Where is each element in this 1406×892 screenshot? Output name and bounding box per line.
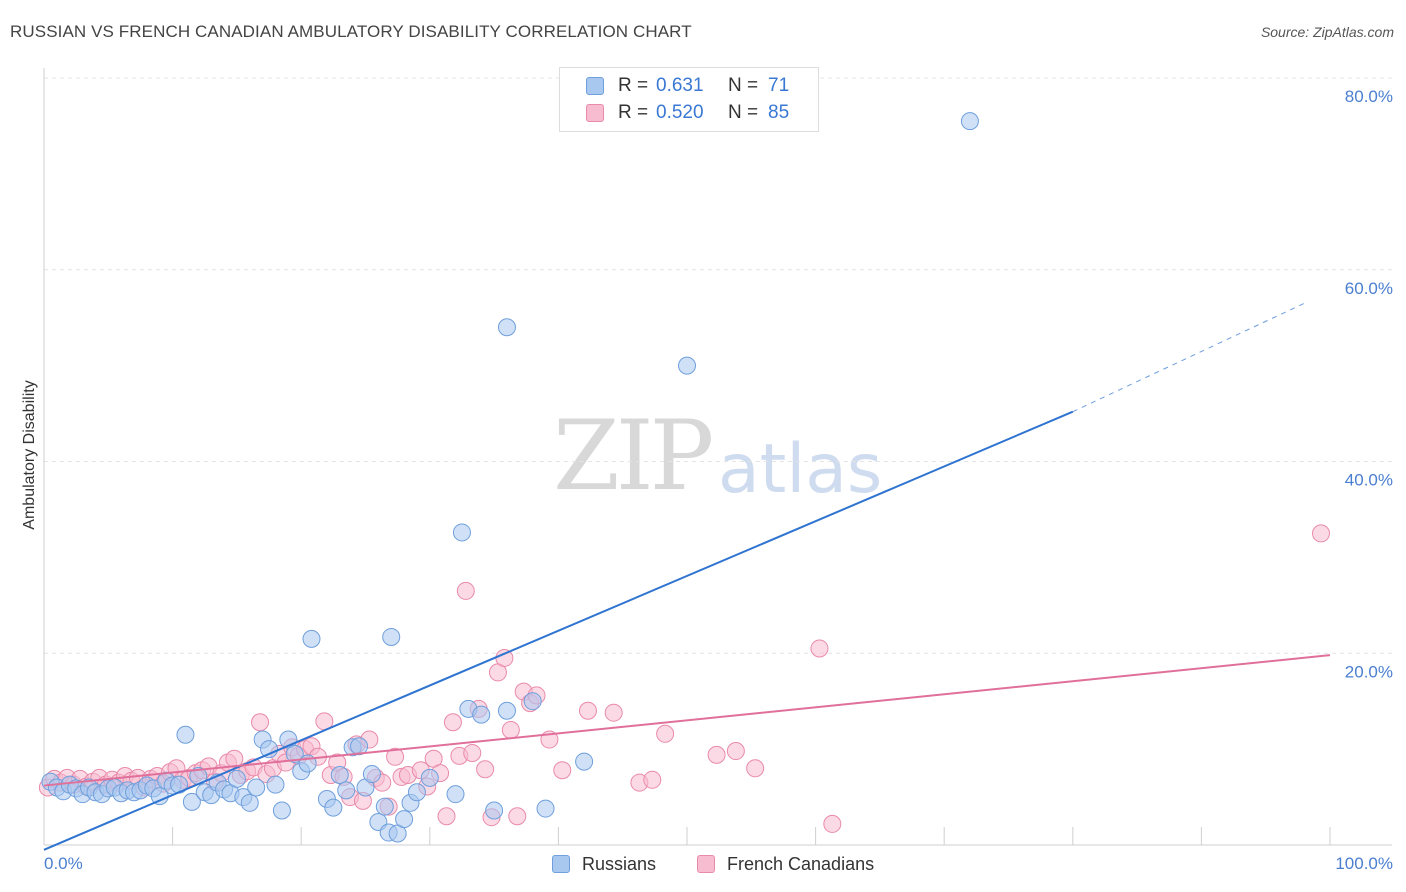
russians-trend-line <box>43 410 1074 851</box>
russians-point-35 <box>266 775 285 794</box>
french-canadians-point-87 <box>643 770 662 789</box>
y-tick-label-40: 40.0% <box>1345 471 1393 490</box>
russians-swatch <box>586 77 604 95</box>
x-tick-label-0: 0.0% <box>44 854 83 873</box>
french-canadians-point-71 <box>501 720 520 739</box>
french-canadians-point-65 <box>463 743 482 762</box>
russians-point-58 <box>420 768 439 787</box>
legend-r-value: 0.631 <box>656 75 704 96</box>
chart-source: Source: ZipAtlas.com <box>1260 24 1394 40</box>
french-canadians-point-54 <box>386 747 405 766</box>
russians-point-60 <box>452 523 471 542</box>
russians-point-70 <box>960 112 979 131</box>
french-canadians-point-61 <box>437 807 456 826</box>
y-tick-label-80: 80.0% <box>1345 87 1393 106</box>
russians-point-32 <box>247 778 266 797</box>
french-canadians-point-88 <box>726 742 745 761</box>
legend-r-label: R = <box>618 102 649 123</box>
y-tick-labels: 20.0% 40.0% 60.0% 80.0% <box>1345 87 1393 681</box>
russians-point-69 <box>678 356 696 375</box>
russians-point-21 <box>176 725 195 744</box>
russians-point-44 <box>330 766 349 785</box>
legend-r-value: 0.520 <box>656 102 704 123</box>
legend-n-value: 71 <box>768 75 790 96</box>
french-canadians-point-81 <box>656 724 675 743</box>
french-canadians-point-78 <box>578 701 597 720</box>
russians-point-66 <box>523 692 542 711</box>
russians-point-62 <box>472 705 491 724</box>
french-canadians-swatch <box>586 104 604 122</box>
trend-lines <box>43 302 1331 851</box>
legend-row-russians: R = 0.631 N = 71 <box>586 74 789 98</box>
x-tick-marks <box>172 827 1331 845</box>
russians-point-64 <box>497 701 516 720</box>
french-canadians-point-72 <box>508 807 527 826</box>
russians-legend-label: Russians <box>582 853 657 874</box>
french-canadians-point-79 <box>604 703 623 722</box>
russians-point-38 <box>285 744 304 763</box>
french-canadians-point-82 <box>707 745 726 764</box>
chart-title: RUSSIAN VS FRENCH CANADIAN AMBULATORY DI… <box>10 22 692 41</box>
russians-point-68 <box>575 752 594 771</box>
y-tick-label-60: 60.0% <box>1345 279 1393 298</box>
russians-point-63 <box>485 801 504 820</box>
russians-point-29 <box>227 769 246 788</box>
russians-point-49 <box>362 765 381 784</box>
russians-point-65 <box>497 318 516 337</box>
grid-lines <box>44 77 1392 654</box>
legend-n-value: 85 <box>768 102 790 123</box>
french-canadians-point-77 <box>553 761 572 780</box>
russians-point-43 <box>324 798 343 817</box>
russians-point-41 <box>302 629 321 648</box>
russians-point-57 <box>407 783 426 802</box>
russians-legend-swatch <box>552 855 570 873</box>
french-canadians-point-85 <box>823 814 842 833</box>
legend-n-label: N = <box>728 75 759 96</box>
russians-trend-extension <box>1072 302 1305 413</box>
russians-point-34 <box>260 740 279 759</box>
french-canadians-point-64 <box>456 581 475 600</box>
russians-point-47 <box>350 737 369 756</box>
legend-r-label: R = <box>618 75 649 96</box>
french-canadians-point-62 <box>443 713 462 732</box>
x-tick-label-100: 100.0% <box>1335 854 1393 873</box>
legend-n-label: N = <box>728 102 759 123</box>
french-canadians-point-83 <box>746 759 765 778</box>
watermark-atlas: atlas <box>718 430 883 509</box>
russians-point-22 <box>182 792 201 811</box>
french-canadians-legend-swatch <box>697 855 715 873</box>
stats-legend: R = 0.631 N = 71 R = 0.520 N = 85 <box>559 67 819 132</box>
french-canadians-legend-label: French Canadians <box>727 853 875 874</box>
x-tick-labels: 0.0% 100.0% <box>44 854 1393 873</box>
russians-point-59 <box>446 785 465 804</box>
y-tick-label-20: 20.0% <box>1345 662 1393 681</box>
russians-point-53 <box>382 627 401 646</box>
bottom-legend-russians[interactable]: Russians <box>552 852 656 876</box>
bottom-legend-french-canadians[interactable]: French Canadians <box>697 852 874 876</box>
russians-point-67 <box>536 799 555 818</box>
watermark-zip: ZIP <box>553 400 714 512</box>
y-axis-label: Ambulatory Disability <box>21 380 38 529</box>
french-canadians-point-67 <box>476 760 495 779</box>
french-canadians-trend-line <box>43 654 1331 787</box>
legend-row-french-canadians: R = 0.520 N = 85 <box>586 101 789 125</box>
russians-point-51 <box>375 797 394 816</box>
russians-point-31 <box>240 793 259 812</box>
french-canadians-point-33 <box>251 713 270 732</box>
russians-point-36 <box>272 801 291 820</box>
french-canadians-point-84 <box>810 639 829 658</box>
french-canadians-point-86 <box>1311 524 1330 543</box>
russians-point-55 <box>395 810 414 829</box>
russians-point-45 <box>337 781 356 800</box>
